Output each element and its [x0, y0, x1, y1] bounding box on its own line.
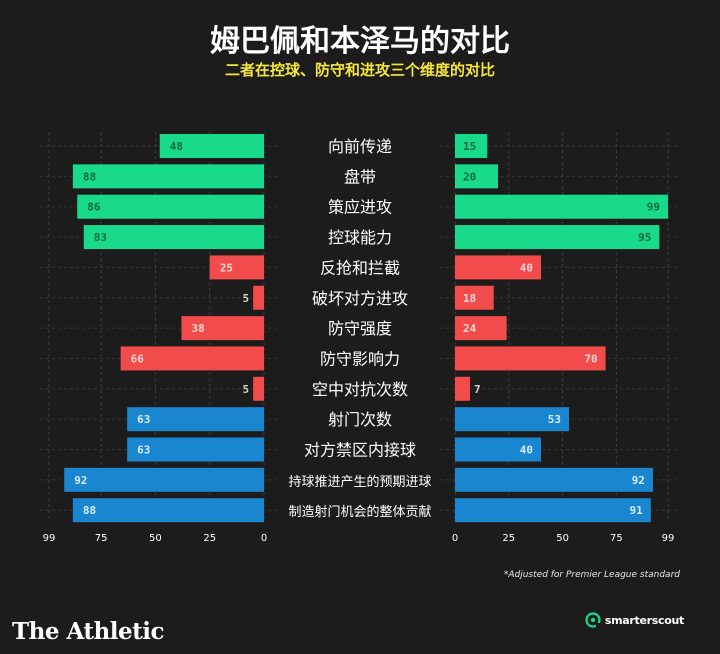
- bar-right-value-label: 40: [520, 444, 533, 457]
- bar-left: [64, 467, 264, 492]
- smarterscout-text: smarterscout: [604, 613, 684, 627]
- x-tick-label-right: 0: [452, 533, 458, 544]
- bar-right-value-label: 20: [463, 170, 476, 183]
- the-athletic-logo: The Athletic: [12, 618, 165, 645]
- category-label: 持球推进产生的预期进球: [288, 474, 431, 490]
- bar-right-value-label: 24: [463, 322, 477, 335]
- bar-right-value-label: 92: [632, 474, 645, 487]
- x-tick-label-left: 75: [95, 533, 108, 544]
- bar-left-value-label: 63: [137, 444, 150, 457]
- x-tick-label-right: 25: [502, 533, 515, 544]
- bar-right: [455, 498, 651, 523]
- bar-left: [253, 376, 264, 401]
- x-tick-label-right: 99: [662, 533, 675, 544]
- bar-left: [209, 255, 264, 280]
- bar-right: [455, 376, 471, 401]
- bar-left: [253, 285, 264, 310]
- bar-left: [181, 316, 264, 341]
- bar-left-value-label: 5: [243, 292, 250, 305]
- x-tick-label-right: 50: [556, 533, 569, 544]
- category-label: 空中对抗次数: [312, 380, 408, 399]
- bar-right-value-label: 7: [474, 383, 481, 396]
- bar-left-value-label: 63: [137, 413, 150, 426]
- bar-right-value-label: 91: [630, 504, 644, 517]
- category-label: 策应进攻: [328, 198, 392, 217]
- bar-left-value-label: 83: [94, 231, 107, 244]
- chart-subtitle: 二者在控球、防守和进攻三个维度的对比: [224, 61, 495, 79]
- bar-left: [83, 225, 265, 250]
- bar-left-value-label: 86: [87, 201, 101, 214]
- category-label: 射门次数: [328, 410, 392, 429]
- bar-right-value-label: 53: [548, 413, 561, 426]
- bar-left: [77, 194, 264, 219]
- bar-left: [159, 134, 264, 158]
- x-tick-label-right: 75: [610, 533, 623, 544]
- bar-left-value-label: 38: [191, 322, 204, 335]
- bar-right-value-label: 70: [584, 352, 597, 365]
- category-label: 控球能力: [328, 228, 392, 247]
- bar-right: [455, 316, 507, 341]
- bar-right-value-label: 40: [520, 261, 533, 274]
- bar-left: [127, 437, 264, 462]
- bar-right: [455, 407, 570, 432]
- category-label: 向前传递: [328, 137, 392, 156]
- smarterscout-logo-icon: [585, 612, 601, 628]
- x-tick-label-left: 99: [43, 533, 56, 544]
- bar-left-value-label: 92: [74, 474, 87, 487]
- category-label: 防守强度: [328, 319, 392, 338]
- bar-left-value-label: 48: [170, 140, 183, 153]
- bar-left-value-label: 88: [83, 504, 96, 517]
- bar-left: [120, 346, 265, 371]
- x-tick-label-left: 25: [203, 533, 216, 544]
- category-label: 破坏对方进攻: [312, 289, 408, 308]
- smarterscout-logo: smarterscout: [585, 611, 684, 629]
- bar-left: [72, 498, 264, 523]
- bar-right-value-label: 95: [638, 231, 651, 244]
- category-label: 反抢和拦截: [320, 258, 400, 277]
- category-label: 防守影响力: [320, 349, 400, 368]
- bar-left: [72, 164, 264, 189]
- bar-right: [455, 225, 660, 250]
- category-label: 盘带: [344, 167, 376, 186]
- bar-right: [455, 437, 542, 462]
- bar-left-value-label: 66: [131, 352, 145, 365]
- bar-right: [455, 255, 542, 280]
- category-label: 对方禁区内接球: [304, 441, 416, 460]
- x-tick-label-left: 50: [149, 533, 162, 544]
- category-label: 制造射门机会的整体贡献: [288, 504, 431, 520]
- bar-right: [455, 134, 488, 158]
- bar-right-value-label: 15: [463, 140, 476, 153]
- bar-right-value-label: 99: [647, 201, 660, 214]
- bar-left-value-label: 5: [243, 383, 250, 396]
- bar-left: [127, 407, 264, 432]
- footnote: *Adjusted for Premier League standard: [503, 570, 680, 580]
- bar-right: [455, 346, 606, 371]
- chart-title: 姆巴佩和本泽马的对比: [210, 24, 510, 59]
- bar-right: [455, 467, 653, 492]
- bar-right-value-label: 18: [463, 292, 476, 305]
- bar-right: [455, 194, 668, 219]
- bar-left-value-label: 88: [83, 170, 96, 183]
- bar-right: [455, 285, 494, 310]
- x-tick-label-left: 0: [261, 533, 267, 544]
- bar-left-value-label: 25: [220, 261, 233, 274]
- bar-right: [455, 164, 499, 189]
